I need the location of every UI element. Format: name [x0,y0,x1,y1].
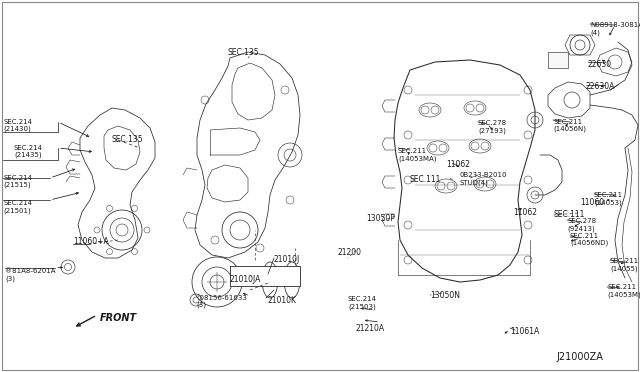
Text: 13050P: 13050P [366,214,395,223]
Text: 11060: 11060 [580,198,604,207]
Text: SEC.211
(14056N): SEC.211 (14056N) [553,119,586,132]
Text: J21000ZA: J21000ZA [556,352,603,362]
Text: 22630: 22630 [588,60,612,69]
Text: SEC.278
(92413): SEC.278 (92413) [567,218,596,231]
Text: 21010JA: 21010JA [230,275,261,284]
Text: 0B233-B2010
STUD(4): 0B233-B2010 STUD(4) [460,172,508,186]
Text: SEC.214
(21515): SEC.214 (21515) [3,175,32,189]
Text: SEC.211
(14053M): SEC.211 (14053M) [607,284,640,298]
Text: ®81A8-6201A
(3): ®81A8-6201A (3) [5,268,56,282]
Text: SEC.214
(21430): SEC.214 (21430) [3,119,32,132]
Text: 13050N: 13050N [430,291,460,300]
Text: SEC.214
(21503): SEC.214 (21503) [348,296,377,310]
Text: SEC.111: SEC.111 [410,175,442,184]
Text: SEC.278
(27193): SEC.278 (27193) [478,120,507,134]
Text: SEC.211
(14053): SEC.211 (14053) [594,192,623,205]
Text: SEC.214
(21435): SEC.214 (21435) [14,145,43,158]
Text: N08918-3081A
(4): N08918-3081A (4) [590,22,640,35]
Text: 21010J: 21010J [274,255,300,264]
Text: 21210A: 21210A [356,324,385,333]
Text: °08156-61633
(3): °08156-61633 (3) [196,295,247,308]
Text: SEC.211
(14053MA): SEC.211 (14053MA) [398,148,436,161]
Text: SEC.211
(14055): SEC.211 (14055) [610,258,639,272]
Text: 11060+A: 11060+A [73,237,109,246]
Polygon shape [548,52,568,68]
Text: SEC.135: SEC.135 [112,135,143,144]
Text: 11062: 11062 [446,160,470,169]
Text: 11062: 11062 [513,208,537,217]
Text: 11061A: 11061A [510,327,540,336]
Text: 22630A: 22630A [586,82,616,91]
Text: 21010K: 21010K [268,296,297,305]
Text: FRONT: FRONT [100,313,137,323]
Text: SEC.211
(14056ND): SEC.211 (14056ND) [570,233,608,247]
Text: 21200: 21200 [338,248,362,257]
Text: SEC.111: SEC.111 [553,210,584,219]
Text: SEC.214
(21501): SEC.214 (21501) [3,200,32,214]
Text: SEC.135: SEC.135 [228,48,260,57]
Polygon shape [230,266,300,286]
